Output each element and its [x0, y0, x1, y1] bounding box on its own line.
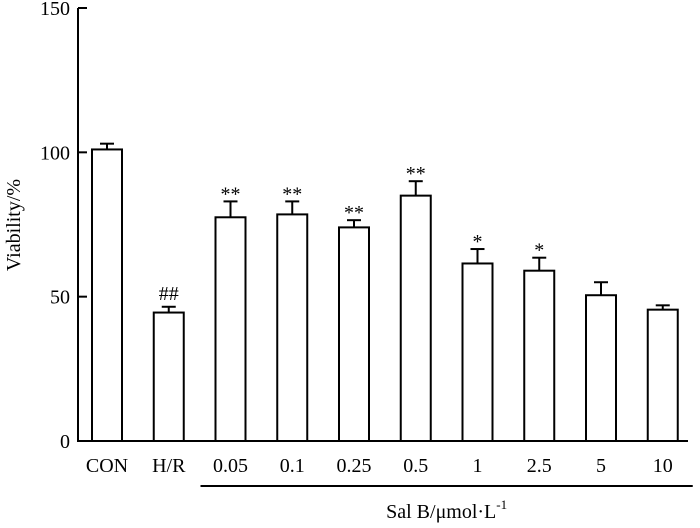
significance-marker: **	[344, 202, 364, 224]
y-tick-label: 150	[40, 0, 70, 20]
x-axis-tick-labels: CON H/R 0.05 0.1 0.25 0.5 1 2.5 5 10	[86, 455, 673, 477]
x-tick-label: CON	[86, 455, 128, 477]
group-axis-label-superscript: -1	[496, 497, 507, 512]
significance-marker: *	[473, 231, 483, 253]
bar	[646, 308, 679, 443]
bar	[276, 213, 309, 442]
bar	[461, 262, 494, 442]
significance-marker: ##	[159, 283, 179, 305]
bars: ##** ******* *	[91, 142, 679, 443]
significance-marker: *	[534, 240, 544, 262]
significance-marker: **	[221, 183, 241, 205]
significance-marker: **	[282, 183, 302, 205]
bar	[91, 148, 123, 443]
bar	[523, 269, 556, 443]
bar	[214, 216, 247, 442]
bar	[585, 294, 617, 442]
x-tick-label: H/R	[152, 455, 186, 477]
y-tick-label: 0	[60, 431, 70, 453]
x-tick-label: 0.25	[337, 455, 372, 477]
significance-marker: **	[406, 163, 426, 185]
y-tick-label: 100	[40, 142, 70, 164]
x-tick-label: 10	[653, 455, 673, 477]
group-axis-label-text: Sal B/μmol·L	[386, 501, 496, 523]
bar	[399, 194, 432, 442]
bar	[152, 311, 185, 442]
x-tick-label: 2.5	[527, 455, 552, 477]
y-tick-label: 50	[50, 287, 70, 309]
x-tick-label: 1	[473, 455, 483, 477]
y-axis-title: Viability/%	[3, 179, 25, 271]
x-tick-label: 0.5	[403, 455, 428, 477]
x-tick-label: 5	[596, 455, 606, 477]
y-axis-ticks: 0 50 100 150	[40, 0, 87, 453]
group-axis-label: Sal B/μmol·L-1	[386, 497, 507, 523]
x-tick-label: 0.1	[280, 455, 305, 477]
bar	[338, 226, 370, 442]
x-tick-label: 0.05	[213, 455, 248, 477]
